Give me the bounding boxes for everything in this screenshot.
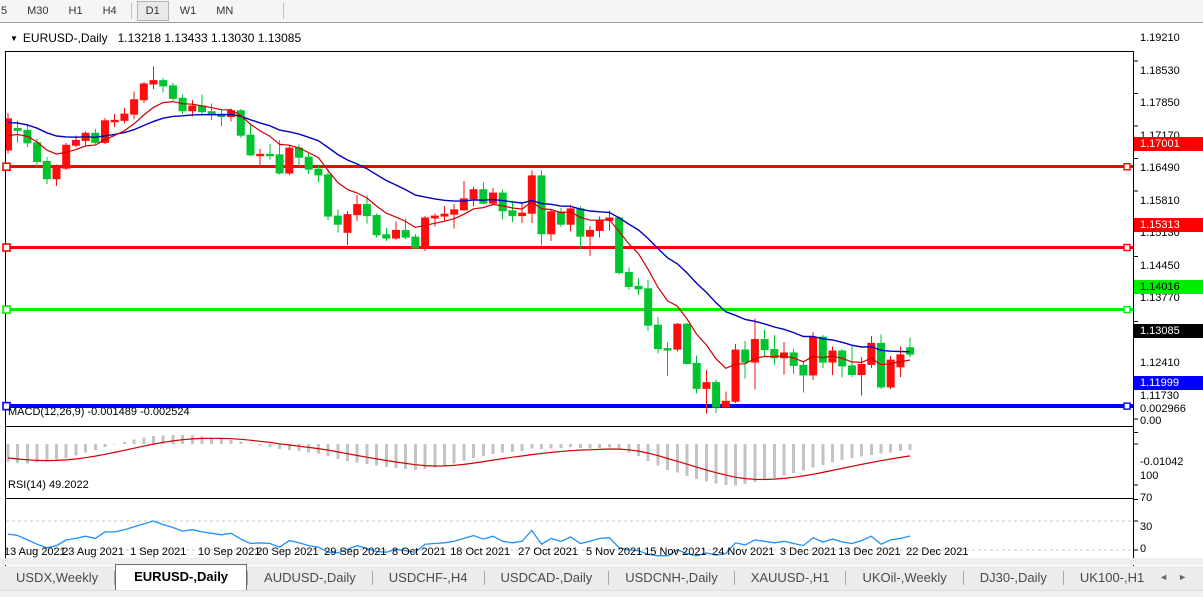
price-axis-label: 1.15810 [1140, 194, 1180, 207]
price-axis-label: 1.18530 [1140, 64, 1180, 77]
rsi-indicator-label: RSI(14) 49.2022 [8, 479, 89, 491]
horizontal-lines [2, 162, 1133, 411]
macd-axis-label: 0.00 [1140, 415, 1162, 427]
price-axis-label: 1.14450 [1140, 259, 1180, 272]
toolbar-separator [283, 3, 285, 19]
timeframe-toolbar: 5 M30 H1 H4 D1 W1 MN [0, 0, 1203, 23]
rsi-line [7, 520, 911, 557]
macd-signal-line [7, 437, 911, 481]
price-axis-label: 1.12410 [1140, 357, 1180, 370]
rsi-axis-label: 0 [1140, 542, 1147, 555]
tab-separator [1062, 571, 1064, 585]
hline-price-tag[interactable]: 1.17001 [1134, 136, 1203, 151]
timeframe-button-H1[interactable]: H1 [68, 5, 83, 17]
chart-tab-usdchf-h4[interactable]: USDCHF-,H4 [388, 570, 468, 585]
chart-tab-usdx-weekly[interactable]: USDX,Weekly [16, 570, 99, 585]
timeframe-button-H4[interactable]: H4 [102, 5, 117, 17]
date-axis-label: 1 Sep 2021 [130, 546, 187, 558]
chart-tab-usdcad-daily[interactable]: USDCAD-,Daily [500, 570, 593, 585]
chart-title: ▼ EURUSD-,Daily 1.13218 1.13433 1.13030 1.… [10, 31, 301, 45]
timeframe-button-5[interactable]: 5 [1, 5, 8, 17]
date-axis-label: 3 Dec 2021 [780, 546, 837, 558]
ma-slow-line [7, 113, 911, 353]
hline-price-tag[interactable]: 1.11999 [1134, 376, 1203, 391]
chart-tab-usdcnh-daily[interactable]: USDCNH-,Daily [625, 570, 718, 585]
bottom-strip [0, 558, 1203, 565]
rsi-axis-label: 30 [1140, 521, 1153, 533]
macd-pane [6, 434, 912, 486]
chart-ohlc-values: 1.13218 1.13433 1.13030 1.13085 [117, 31, 302, 45]
date-axis-label: 8 Oct 2021 [392, 546, 446, 558]
timeframe-button-W1[interactable]: W1 [179, 5, 197, 17]
chart-tab-uk100-h1[interactable]: UK100-,H1 [1079, 570, 1145, 585]
price-axis-label: 1.13770 [1140, 292, 1180, 305]
tab-scroll-left-icon[interactable]: ◄ [1159, 572, 1179, 582]
chart-tab-eurusd-daily[interactable]: EURUSD-,Daily [115, 564, 248, 590]
date-axis-label: 10 Sep 2021 [198, 546, 261, 558]
tab-separator [845, 571, 847, 585]
chart-tab-dj30-daily[interactable]: DJ30-,Daily [979, 570, 1047, 585]
chart-window[interactable]: ▼ EURUSD-,Daily 1.13218 1.13433 1.13030 1.… [0, 23, 1203, 589]
chart-tab-audusd-daily[interactable]: AUDUSD-,Daily [264, 570, 356, 585]
date-axis-label: 13 Aug 2021 [4, 546, 66, 558]
price-axis-label: 1.17850 [1140, 97, 1180, 110]
date-axis-label: 22 Dec 2021 [906, 546, 969, 558]
rsi-pane [6, 520, 1133, 557]
date-axis-label: 27 Oct 2021 [518, 546, 579, 558]
price-axis-label: 1.16490 [1140, 162, 1180, 175]
hline-price-tag[interactable]: 1.14016 [1134, 279, 1203, 294]
candles [6, 66, 915, 414]
hline-price-tag[interactable]: 1.15313 [1134, 217, 1203, 232]
tab-scroll-right-icon[interactable]: ► [1178, 572, 1197, 582]
price-axis-label: 1.11730 [1140, 389, 1179, 402]
tab-separator [114, 571, 116, 585]
macd-indicator-label: MACD(12,26,9) -0.001489 -0.002524 [8, 406, 190, 418]
current-price-tag: 1.13085 [1134, 324, 1203, 339]
date-axis-label: 24 Nov 2021 [712, 546, 775, 558]
macd-axis-label: -0.01042 [1140, 455, 1184, 468]
date-axis-label: 15 Nov 2021 [644, 546, 707, 558]
date-axis-label: 20 Sep 2021 [256, 546, 319, 558]
toolbar-separator [130, 3, 132, 19]
tab-separator [962, 571, 964, 585]
chevron-down-icon[interactable]: ▼ [10, 34, 18, 43]
date-axis-label: 13 Dec 2021 [838, 546, 901, 558]
date-axis-label: 29 Sep 2021 [324, 546, 387, 558]
tab-separator [483, 571, 485, 585]
status-strip [0, 590, 1203, 597]
rsi-axis-label: 70 [1140, 492, 1153, 504]
price-axis-label: 1.19210 [1140, 32, 1180, 44]
rsi-axis-label: 100 [1140, 470, 1159, 483]
chart-tab-ukoil-weekly[interactable]: UKOil-,Weekly [862, 570, 947, 585]
date-axis-label: 5 Nov 2021 [586, 546, 643, 558]
macd-axis-label: 0.002966 [1140, 403, 1186, 416]
tab-separator [247, 571, 249, 585]
chart-tabs-bar: USDX,Weekly EURUSD-,Daily AUDUSD-,Daily USD… [0, 564, 1203, 590]
tab-separator [608, 571, 610, 585]
timeframe-button-M30[interactable]: M30 [27, 5, 49, 17]
ma-fast-line [7, 100, 911, 370]
chart-tab-xauusd-h1[interactable]: XAUUSD-,H1 [750, 570, 830, 585]
timeframe-button-MN[interactable]: MN [216, 5, 234, 17]
candlestick-chart-canvas [0, 51, 1203, 589]
tab-separator [733, 571, 735, 585]
date-axis-label: 23 Aug 2021 [62, 546, 124, 558]
chart-symbol-label: EURUSD-,Daily [22, 31, 108, 45]
tab-separator [371, 571, 373, 585]
date-axis-label: 18 Oct 2021 [450, 546, 511, 558]
tab-scroll-arrows: ◄► [1159, 572, 1197, 582]
timeframe-button-D1[interactable]: D1 [136, 1, 169, 21]
